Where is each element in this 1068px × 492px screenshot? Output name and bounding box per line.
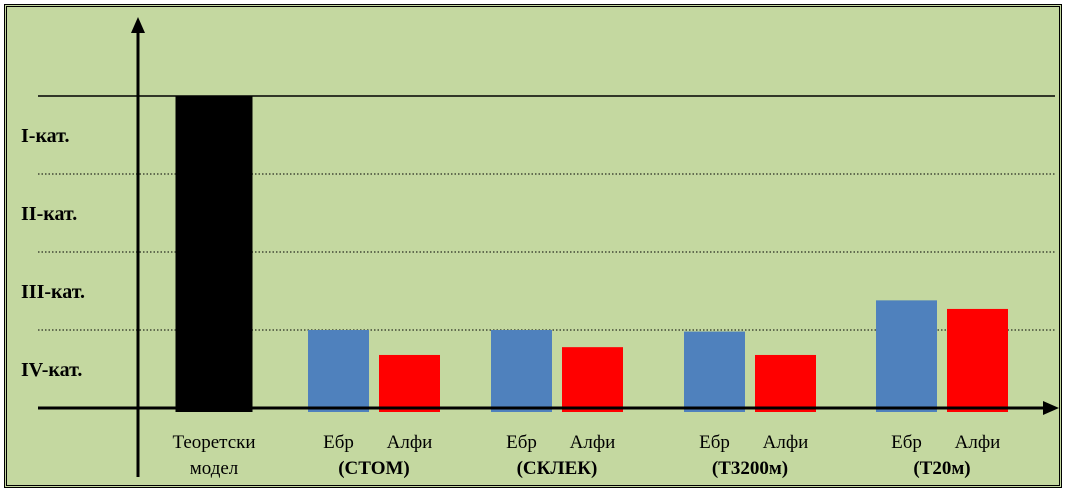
- bar-series-label: Алфи: [763, 432, 809, 453]
- bar-series-label: Алфи: [387, 432, 433, 453]
- group-label: Теоретски: [172, 432, 255, 453]
- bar-series-label: Ебр: [323, 432, 354, 453]
- bar-алфи: [755, 354, 816, 412]
- bar-series-label: Ебр: [506, 432, 537, 453]
- bar-series-label: Алфи: [570, 432, 616, 453]
- y-axis-arrow: [131, 17, 145, 33]
- bar-ебр: [876, 300, 937, 412]
- y-category-label: III-кат.: [21, 281, 85, 303]
- bars: [175, 96, 1008, 412]
- bar-алфи: [947, 308, 1008, 412]
- axes: [38, 17, 1059, 477]
- bar-алфи: [379, 354, 440, 412]
- group-sublabel: модел: [190, 458, 239, 479]
- bar-series-label: Ебр: [699, 432, 730, 453]
- y-category-labels: I-кат. II-кат. III-кат. IV-кат.: [21, 125, 85, 381]
- bar-ебр: [491, 330, 552, 412]
- bar-chart: I-кат. II-кат. III-кат. IV-кат. Теоретски мо…: [21, 17, 1059, 479]
- bar-series-label: Алфи: [955, 432, 1001, 453]
- bar-ебр: [684, 331, 745, 412]
- x-axis-arrow: [1043, 401, 1059, 415]
- bar-ебр: [308, 330, 369, 412]
- y-category-label: II-кат.: [21, 203, 77, 225]
- group-label: (Т3200м): [712, 458, 788, 479]
- bar-алфи: [562, 347, 623, 412]
- group-label: (СКЛЕК): [517, 458, 598, 479]
- y-category-label: I-кат.: [21, 125, 69, 147]
- group-label: (СТОМ): [338, 458, 410, 479]
- group-label: (Т20м): [913, 458, 970, 479]
- y-category-label: IV-кат.: [21, 359, 82, 381]
- bar-series-label: Ебр: [891, 432, 922, 453]
- chart-frame: I-кат. II-кат. III-кат. IV-кат. Теоретски мо…: [4, 4, 1062, 488]
- x-tick-labels: Теоретски модел Ебр Алфи (СТОМ) Ебр Алфи (СКЛЕК…: [172, 432, 1000, 479]
- bar-model: [175, 96, 253, 412]
